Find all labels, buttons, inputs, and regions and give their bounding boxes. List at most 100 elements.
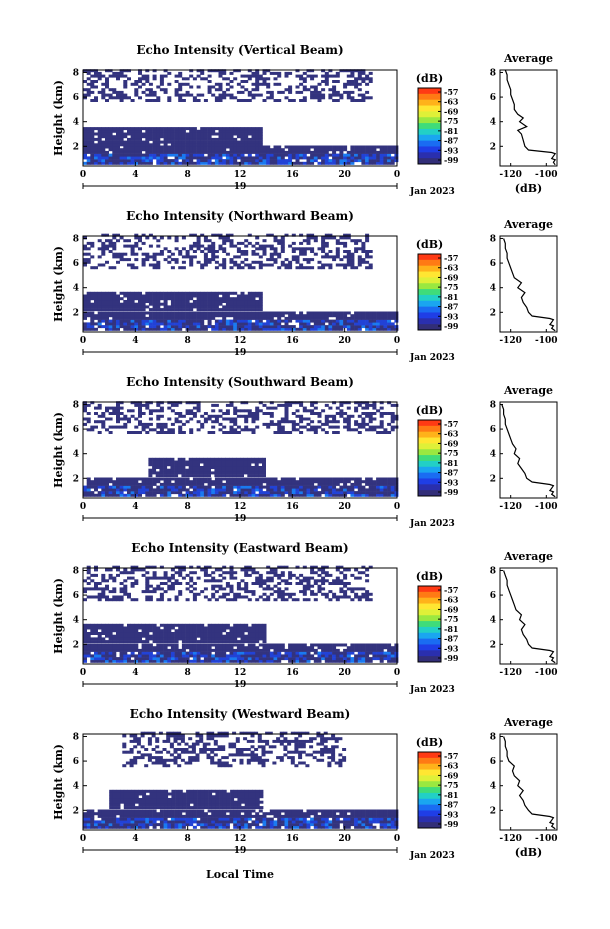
heatmap-cell <box>383 412 388 415</box>
heatmap-cell <box>185 305 190 309</box>
heatmap-cell <box>376 159 381 163</box>
heatmap-cell <box>361 425 366 429</box>
heatmap-cell <box>236 632 241 635</box>
heatmap-cell <box>284 161 289 165</box>
heatmap-cell <box>127 77 131 81</box>
heatmap-cell <box>119 291 124 295</box>
heatmap-cell <box>181 236 186 240</box>
heatmap-cell <box>368 263 373 267</box>
heatmap-cell <box>222 250 227 253</box>
heatmap-cell <box>324 255 329 259</box>
colorbar-step <box>418 140 441 147</box>
heatmap-cell <box>313 148 318 152</box>
heatmap-cell <box>188 460 193 464</box>
heatmap-cell <box>343 322 348 326</box>
heatmap-cell <box>181 316 186 320</box>
heatmap-cell <box>192 471 197 475</box>
heatmap-cell <box>116 150 120 154</box>
heatmap-cell <box>101 302 106 306</box>
heatmap-cell <box>225 319 230 323</box>
heatmap-cell <box>244 325 249 329</box>
heatmap-cell <box>233 595 238 599</box>
heatmap-cell <box>317 643 322 647</box>
heatmap-cell <box>390 414 395 418</box>
heatmap-cell <box>196 316 201 320</box>
heatmap-cell <box>291 477 296 481</box>
heatmap-cell <box>379 654 384 658</box>
heatmap-cell <box>236 659 241 663</box>
heatmap-cell <box>152 150 157 154</box>
heatmap-cell <box>105 406 109 410</box>
heatmap-cell <box>189 316 194 320</box>
heatmap-cell <box>244 150 249 154</box>
heatmap-cell <box>343 425 348 429</box>
heatmap-cell <box>163 477 168 481</box>
heatmap-cell <box>255 71 260 75</box>
heatmap-cell <box>207 132 212 136</box>
heatmap-cell <box>291 145 296 149</box>
heatmap-cell <box>335 477 340 481</box>
heatmap-cell <box>218 236 223 240</box>
heatmap-cell <box>112 127 117 131</box>
heatmap-cell <box>218 657 223 661</box>
profile-title: Average <box>503 218 553 231</box>
heatmap-cell <box>130 327 135 331</box>
heatmap-cell <box>200 156 205 160</box>
heatmap-cell <box>145 482 150 486</box>
heatmap-cell <box>203 132 208 136</box>
heatmap-cell <box>269 657 274 661</box>
heatmap-cell <box>310 403 315 407</box>
heatmap-cell <box>145 632 150 635</box>
heatmap-cell <box>310 311 315 315</box>
heatmap-cell <box>141 145 146 149</box>
heatmap-cell <box>211 297 216 301</box>
heatmap-cell <box>247 643 252 647</box>
heatmap-cell <box>163 646 168 650</box>
heatmap-cell <box>112 233 117 237</box>
heatmap-cell <box>159 129 164 133</box>
heatmap-cell <box>141 657 146 661</box>
heatmap-cell <box>192 412 197 415</box>
heatmap-cell <box>218 247 223 251</box>
heatmap-cell <box>163 305 168 309</box>
heatmap-cell <box>343 319 348 323</box>
heatmap-cell <box>196 403 201 407</box>
heatmap-cell <box>192 468 197 472</box>
heatmap-cell <box>116 255 120 259</box>
heatmap-cell <box>222 153 227 157</box>
heatmap-cell <box>302 417 307 421</box>
heatmap-cell <box>244 129 249 133</box>
heatmap-cell <box>196 592 201 596</box>
heatmap-cell <box>266 480 271 484</box>
heatmap-cell <box>354 646 359 650</box>
heatmap-cell <box>335 651 340 655</box>
heatmap-cell <box>258 143 263 147</box>
heatmap-cell <box>119 319 124 323</box>
heatmap-cell <box>291 592 296 596</box>
heatmap-cell <box>218 137 223 141</box>
heatmap-cell <box>185 471 190 475</box>
heatmap-cell <box>83 634 87 638</box>
heatmap-cell <box>211 241 216 245</box>
heatmap-cell <box>155 471 160 475</box>
heatmap-cell <box>189 640 194 644</box>
heatmap-cell <box>225 322 230 326</box>
heatmap-cell <box>174 651 179 655</box>
heatmap-cell <box>94 477 98 481</box>
heatmap-cell <box>379 153 384 157</box>
heatmap-cell <box>203 255 208 259</box>
heatmap-cell <box>335 241 340 245</box>
heatmap-cell <box>207 325 212 329</box>
heatmap-cell <box>321 159 326 163</box>
heatmap-cell <box>203 634 208 638</box>
heatmap-cell <box>200 308 205 312</box>
heatmap-cell <box>357 403 362 407</box>
heatmap-cell <box>185 140 190 144</box>
heatmap-cell <box>116 417 120 421</box>
heatmap-cell <box>258 648 263 652</box>
heatmap-cell <box>361 99 366 102</box>
heatmap-cell <box>225 466 230 469</box>
heatmap-cell <box>105 477 109 481</box>
heatmap-cell <box>196 302 201 306</box>
heatmap-cell <box>196 659 201 663</box>
